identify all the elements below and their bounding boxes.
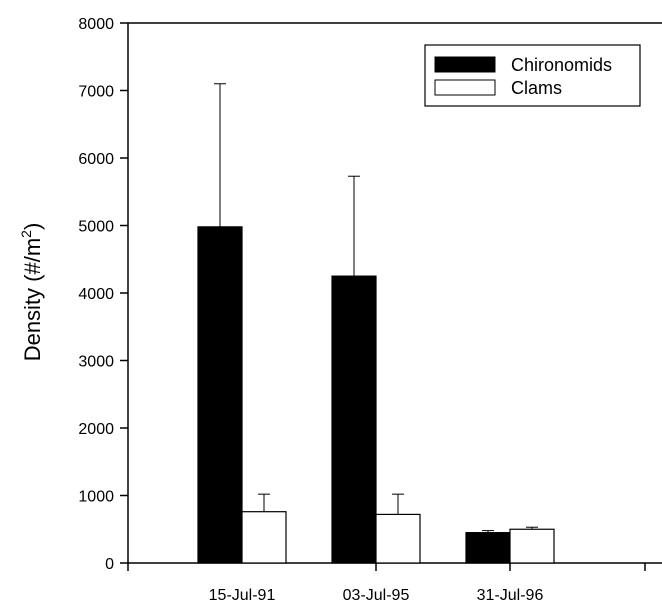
bars xyxy=(197,226,555,564)
legend-label: Chironomids xyxy=(511,55,612,75)
y-tick-label: 4000 xyxy=(78,286,114,303)
y-tick-label: 5000 xyxy=(78,219,114,236)
x-tick-label: 31-Jul-96 xyxy=(477,587,544,604)
y-tick-label: 1000 xyxy=(78,489,114,506)
y-tick-label: 8000 xyxy=(78,16,114,33)
y-axis-label: Density (#/m2) xyxy=(18,223,45,362)
y-tick-label: 7000 xyxy=(78,84,114,101)
x-tick-label: 15-Jul-91 xyxy=(209,587,276,604)
legend-label: Clams xyxy=(511,78,562,98)
bar-chironomids xyxy=(331,275,377,564)
x-axis: 15-Jul-91 03-Jul-95 31-Jul-96 xyxy=(127,563,646,604)
bar-clams xyxy=(509,528,555,564)
bar-clams xyxy=(241,511,287,564)
bar-chironomids xyxy=(465,532,511,564)
legend-swatch xyxy=(434,56,496,73)
y-tick-label: 6000 xyxy=(78,151,114,168)
y-axis: 0 1000 2000 3000 4000 5000 6000 7000 8000 xyxy=(78,16,128,573)
x-tick-label: 03-Jul-95 xyxy=(343,587,410,604)
y-tick-label: 2000 xyxy=(78,421,114,438)
y-tick-label: 3000 xyxy=(78,354,114,371)
legend-swatch xyxy=(434,79,496,96)
error-bars xyxy=(214,83,538,533)
y-tick-label: 0 xyxy=(105,556,114,573)
legend: Chironomids Clams xyxy=(424,44,641,107)
legend-box xyxy=(424,44,641,107)
bar-clams xyxy=(375,513,421,564)
bar-chironomids xyxy=(197,226,243,564)
